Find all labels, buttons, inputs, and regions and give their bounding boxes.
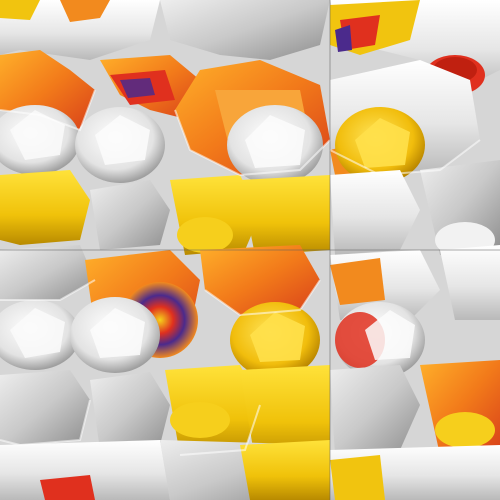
bottom-band	[0, 440, 500, 500]
